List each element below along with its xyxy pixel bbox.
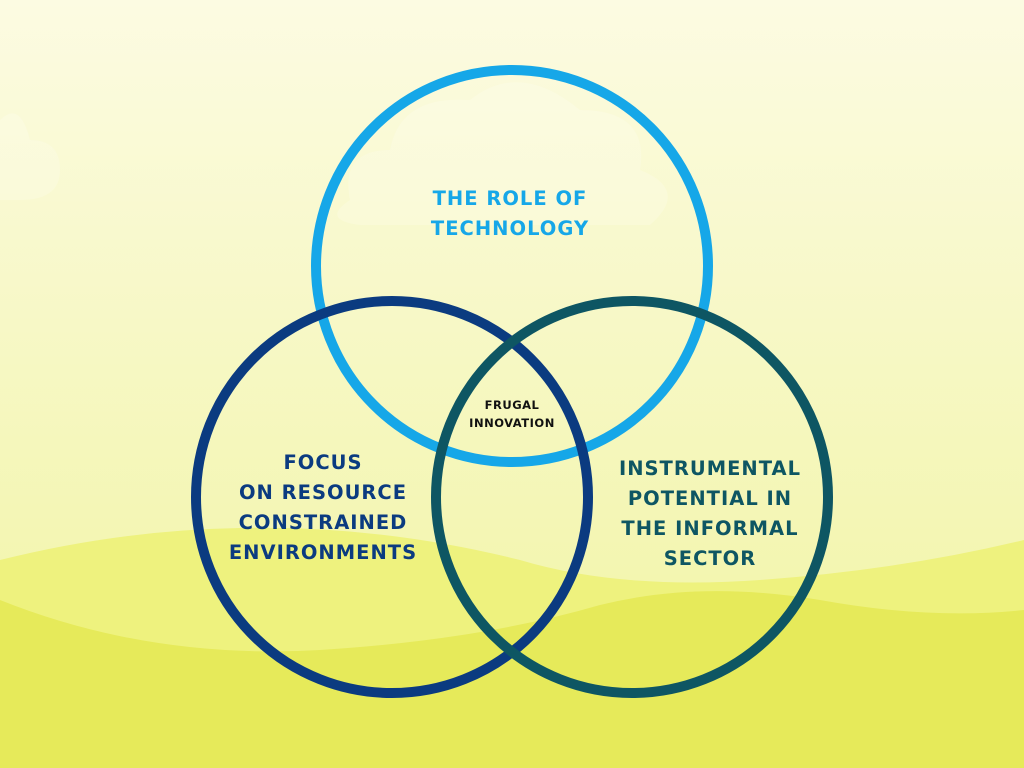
resource-label-line: CONSTRAINED	[238, 511, 408, 534]
technology-label-line: THE ROLE OF	[432, 187, 588, 210]
clouds	[0, 82, 668, 225]
resource-label-line: FOCUS	[283, 451, 363, 474]
cloud-center	[337, 82, 668, 225]
informal-sector-circle	[431, 296, 833, 698]
informal-label-line: INSTRUMENTAL	[618, 457, 802, 480]
technology-label: THE ROLE OF TECHNOLOGY	[380, 184, 640, 244]
technology-circle	[311, 65, 713, 467]
resource-label-line: ENVIRONMENTS	[228, 541, 418, 564]
informal-label-line: THE INFORMAL	[621, 517, 799, 540]
technology-label-line: TECHNOLOGY	[430, 217, 590, 240]
informal-label-line: SECTOR	[663, 547, 757, 570]
informal-label-line: POTENTIAL IN	[627, 487, 793, 510]
frugal-label-line: INNOVATION	[469, 416, 555, 430]
resource-constrained-circle	[191, 296, 593, 698]
resource-constrained-label: FOCUS ON RESOURCE CONSTRAINED ENVIRONMEN…	[208, 448, 438, 568]
cloud-left	[0, 113, 60, 200]
resource-label-line: ON RESOURCE	[238, 481, 408, 504]
frugal-innovation-label: FRUGAL INNOVATION	[452, 396, 572, 432]
frugal-label-line: FRUGAL	[484, 398, 540, 412]
informal-sector-label: INSTRUMENTAL POTENTIAL IN THE INFORMAL S…	[592, 454, 828, 574]
